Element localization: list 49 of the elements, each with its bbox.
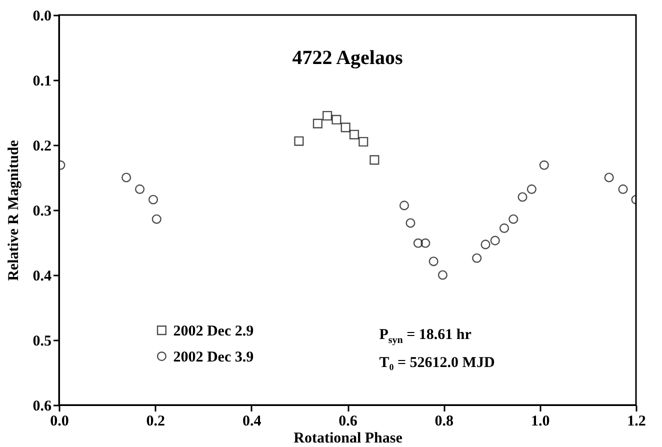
- point: [122, 172, 132, 182]
- y-tick-label: 0.5: [32, 334, 52, 350]
- point: [152, 214, 162, 224]
- y-tick-label: 0.1: [32, 74, 52, 90]
- point: [322, 110, 332, 121]
- point: [406, 218, 416, 228]
- point: [413, 238, 423, 248]
- point: [480, 240, 490, 250]
- point: [438, 270, 448, 280]
- x-tick-label: 0.0: [50, 414, 69, 430]
- legend-label: 2002 Dec 2.9: [173, 323, 254, 340]
- point: [499, 223, 510, 233]
- point: [294, 136, 304, 146]
- point: [428, 256, 438, 266]
- y-tick-label: 0.2: [32, 138, 52, 154]
- legend-label: 2002 Dec 3.9: [173, 349, 254, 366]
- x-tick-label: 0.8: [434, 414, 454, 430]
- point: [508, 214, 518, 224]
- point: [312, 118, 322, 128]
- point: [618, 184, 628, 194]
- x-tick-label: 1.0: [530, 414, 550, 430]
- y-tick-label: 0.0: [32, 8, 52, 24]
- point: [490, 236, 500, 246]
- point: [539, 160, 549, 170]
- annotation: T₀ = 52612.0 MJD: [379, 355, 495, 372]
- point: [358, 136, 368, 147]
- x-tick-label: 0.2: [146, 414, 166, 430]
- point: [420, 238, 430, 248]
- point: [399, 200, 410, 210]
- point: [349, 130, 360, 140]
- annotation: P$_{syn}$ = 18.61 hr: [379, 327, 472, 346]
- point: [472, 253, 482, 263]
- y-tick-label: 0.3: [32, 204, 52, 220]
- y-tick-label: 0.6: [32, 398, 52, 414]
- point: [604, 172, 614, 182]
- x-tick-label: 0.6: [338, 414, 358, 430]
- y-axis-title: Relative R Magnitude: [6, 140, 22, 281]
- point: [526, 184, 536, 194]
- point: [332, 114, 342, 124]
- point: [518, 192, 528, 202]
- x-axis-title: Rotational Phase: [294, 430, 403, 446]
- point: [340, 122, 350, 132]
- point: [148, 194, 158, 204]
- x-tick-label: 0.4: [242, 414, 262, 430]
- y-tick-label: 0.4: [32, 268, 52, 284]
- text: 4722 Agelaos: [292, 47, 403, 69]
- x-tick-label: 1.2: [627, 414, 646, 430]
- point: [370, 155, 380, 165]
- point: [134, 184, 145, 194]
